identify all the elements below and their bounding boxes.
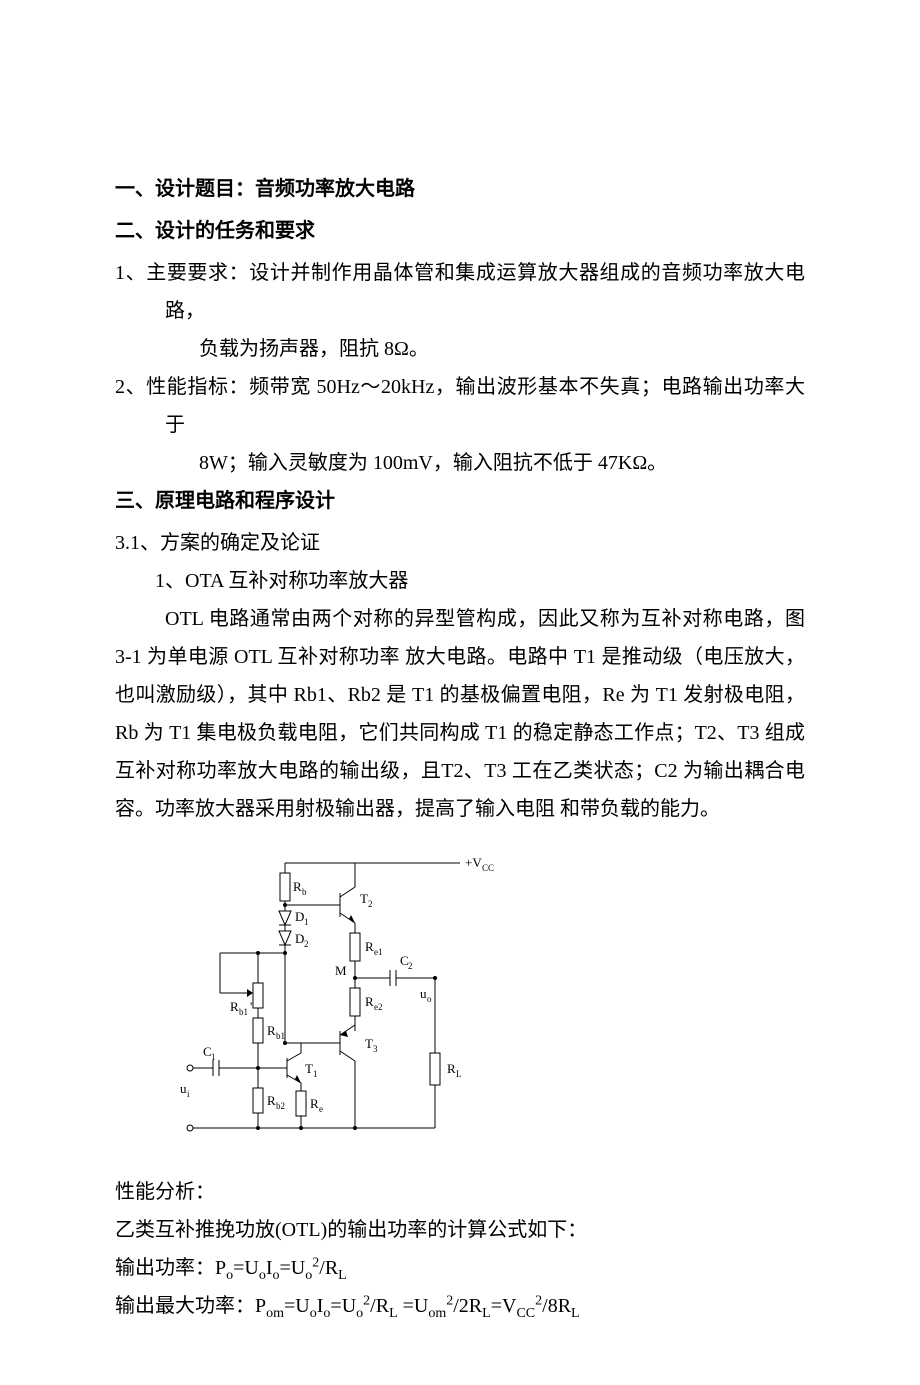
po-label: 输出功率： [115,1257,215,1279]
sec2-item2-line2: 8W；输入灵敏度为 100mV，输入阻抗不低于 47KΩ。 [115,444,805,482]
svg-text:1: 1 [211,1052,216,1062]
svg-text:o: o [427,994,432,1004]
sec3-sub1: 3.1、方案的确定及论证 [115,524,805,562]
svg-text:D: D [295,931,304,946]
svg-text:2: 2 [368,899,373,909]
svg-text:R: R [310,1096,319,1111]
svg-text:R: R [293,879,302,894]
svg-text:u: u [180,1081,187,1096]
svg-text:R: R [365,939,374,954]
svg-text:u: u [420,986,427,1001]
sec3-para1: OTL 电路通常由两个对称的异型管构成，因此又称为互补对称电路，图 3-1 为单… [115,600,805,828]
svg-text:R: R [267,1093,276,1108]
svg-text:b2: b2 [276,1101,285,1111]
pom-label: 输出最大功率： [115,1295,255,1317]
svg-text:T: T [305,1061,313,1076]
output-max-power-formula: 输出最大功率：Pom=UoIo=Uo2/RL =Uom2/2RL=VCC2/8R… [115,1287,805,1325]
svg-text:R: R [447,1061,456,1076]
svg-text:e: e [319,1104,323,1114]
svg-text:b1: b1 [276,1031,285,1041]
svg-text:D: D [295,909,304,924]
svg-text:1: 1 [313,1069,318,1079]
section-3-heading: 三、原理电路和程序设计 [115,482,805,520]
svg-text:M: M [335,963,347,978]
svg-text:b1: b1 [239,1007,248,1017]
svg-text:R: R [365,994,374,1009]
svg-text:i: i [187,1089,190,1099]
section-2-heading: 二、设计的任务和要求 [115,212,805,250]
svg-text:L: L [456,1069,462,1079]
perf-line1: 乙类互补推挽功放(OTL)的输出功率的计算公式如下： [115,1211,805,1249]
svg-text:R: R [230,999,239,1014]
svg-text:T: T [365,1036,373,1051]
sec2-item2-line1: 2、性能指标：频带宽 50Hz～20kHz，输出波形基本不失真；电路输出功率大于 [115,368,805,444]
circuit-figure: +V CC R b D 1 D 2 [175,853,805,1148]
svg-text:b: b [302,887,307,897]
svg-text:': ' [250,999,252,1014]
svg-text:2: 2 [304,939,309,949]
sec3-sub1-1: 1、OTA 互补对称功率放大器 [115,562,805,600]
svg-text:2: 2 [408,961,413,971]
svg-text:T: T [360,891,368,906]
svg-text:R: R [267,1023,276,1038]
output-power-formula: 输出功率：Po=UoIo=Uo2/RL [115,1249,805,1287]
page: 一、设计题目：音频功率放大电路 二、设计的任务和要求 1、主要要求：设计并制作用… [0,0,920,1385]
svg-text:3: 3 [373,1044,378,1054]
svg-text:e1: e1 [374,947,383,957]
svg-text:1: 1 [304,917,309,927]
sec2-item1-line1: 1、主要要求：设计并制作用晶体管和集成运算放大器组成的音频功率放大电路， [115,254,805,330]
svg-text:CC: CC [482,863,494,873]
sec2-item1-line2: 负载为扬声器，阻抗 8Ω。 [115,330,805,368]
perf-heading: 性能分析： [115,1173,805,1211]
circuit-svg: +V CC R b D 1 D 2 [175,853,515,1143]
section-1-heading: 一、设计题目：音频功率放大电路 [115,170,805,208]
svg-text:+V: +V [465,855,482,870]
svg-text:e2: e2 [374,1002,383,1012]
